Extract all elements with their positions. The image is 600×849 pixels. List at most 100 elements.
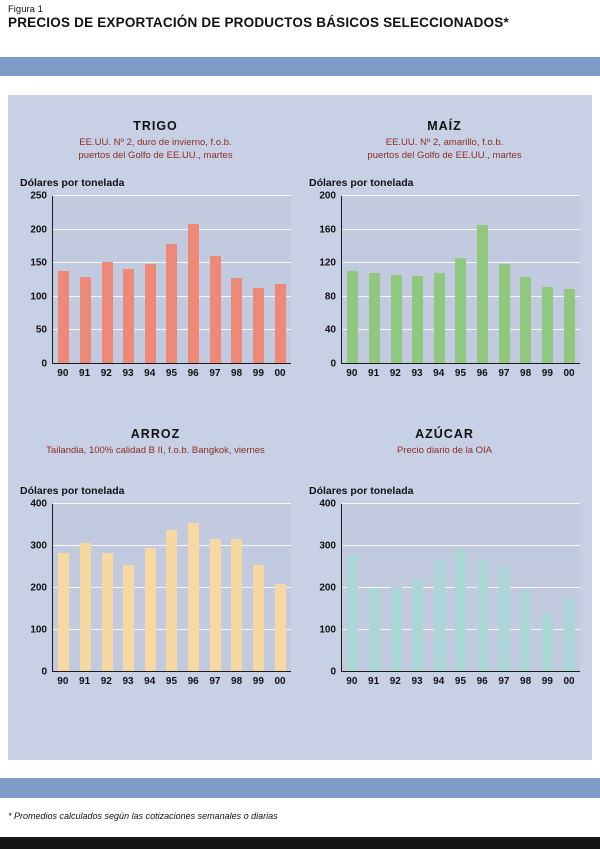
bars-group [53,504,291,671]
y-axis-ticks: 0 100 200 300 400 [20,499,52,678]
gridline [53,195,291,196]
x-tick-label: 99 [252,368,264,379]
plot-row: 0 40 80 120 160 200 [309,191,580,370]
bar-00 [274,584,286,671]
y-tick-label: 200 [319,190,336,202]
chart-subtitle: Precio diario de la OIA [396,445,493,456]
bar-92 [390,587,402,671]
bar-97 [209,539,221,671]
chart-title: MAÍZ [427,119,462,133]
bar-96 [477,225,489,363]
bar-98 [231,277,243,363]
x-tick-label: 92 [100,676,112,687]
x-tick-label: 98 [520,676,532,687]
page-title: PRECIOS DE EXPORTACIÓN DE PRODUCTOS BÁSI… [8,15,509,30]
y-tick-label: 250 [30,190,47,202]
bar-93 [123,268,135,363]
gridline [53,228,291,230]
gridline [342,545,580,546]
bar-99 [252,287,264,363]
x-tick-label: 93 [411,676,423,687]
bar-92 [390,274,402,363]
bar-95 [455,258,467,363]
y-tick-label: 0 [41,666,47,678]
gridline [53,503,291,504]
gridline [342,228,580,230]
x-tick-label: 94 [433,368,445,379]
y-tick-label: 200 [30,224,47,236]
x-axis-labels: 90 91 92 93 94 95 96 97 98 99 00 [341,368,580,379]
plot-area [341,195,580,364]
x-tick-label: 95 [165,368,178,379]
x-tick-label: 90 [57,368,69,379]
x-tick-label: 95 [454,676,467,687]
bar-91 [368,273,380,363]
bar-96 [188,523,200,671]
x-tick-label: 96 [476,676,488,687]
chart-trigo: TRIGO EE.UU. Nº 2, duro de invierno, f.o… [20,119,291,379]
bar-97 [498,566,510,671]
bar-94 [433,560,445,671]
x-tick-label: 99 [541,368,553,379]
y-tick-label: 100 [30,291,47,303]
y-axis-unit-label: Dólares por tonelada [20,177,125,189]
bar-93 [123,564,135,671]
plot-area [341,503,580,672]
chart-title: AZÚCAR [415,427,474,441]
bar-97 [498,263,510,363]
bar-90 [58,270,70,363]
bar-99 [252,565,264,671]
y-tick-label: 300 [319,540,336,552]
bar-90 [347,270,359,363]
x-tick-label: 00 [563,368,575,379]
y-tick-label: 200 [30,582,47,594]
x-tick-label: 93 [122,368,134,379]
chart-maiz: MAÍZ EE.UU. Nº 2, amarillo, f.o.b. puert… [309,119,580,379]
bar-99 [541,287,553,363]
gridline [342,503,580,504]
plot-area [52,195,291,364]
x-tick-label: 00 [274,676,286,687]
y-tick-label: 200 [319,582,336,594]
chart-azucar: AZÚCAR Precio diario de la OIA Dólares p… [309,427,580,687]
y-tick-label: 400 [319,498,336,510]
x-tick-label: 97 [498,676,510,687]
bar-90 [58,552,70,671]
bar-90 [347,554,359,671]
x-tick-label: 90 [346,676,358,687]
y-tick-label: 0 [330,358,336,370]
x-tick-label: 94 [144,368,156,379]
x-axis-labels: 90 91 92 93 94 95 96 97 98 99 00 [52,368,291,379]
y-tick-label: 120 [319,257,336,269]
x-tick-label: 90 [346,368,358,379]
chart-subtitle: EE.UU. Nº 2, amarillo, f.o.b. puertos de… [367,137,522,161]
bar-98 [520,589,532,671]
x-tick-label: 97 [209,676,221,687]
y-tick-label: 300 [30,540,47,552]
x-tick-label: 98 [231,368,243,379]
bars-group [342,196,580,363]
bar-00 [563,597,575,671]
x-tick-label: 99 [252,676,264,687]
bars-group [342,504,580,671]
bar-91 [368,588,380,671]
plot-row: 0 50 100 150 200 250 [20,191,291,370]
x-tick-label: 92 [389,368,401,379]
bar-96 [188,223,200,363]
y-tick-label: 80 [324,291,336,303]
x-tick-label: 93 [411,368,423,379]
bar-00 [563,289,575,363]
chart-subtitle: EE.UU. Nº 2, duro de invierno, f.o.b. pu… [78,137,233,161]
y-tick-label: 0 [41,358,47,370]
bar-00 [274,283,286,363]
bottom-band [0,778,600,798]
charts-panel: TRIGO EE.UU. Nº 2, duro de invierno, f.o… [8,95,592,760]
x-tick-label: 95 [454,368,467,379]
x-tick-label: 91 [368,676,380,687]
y-tick-label: 40 [324,324,336,336]
y-axis-ticks: 0 40 80 120 160 200 [309,191,341,370]
bar-98 [231,538,243,671]
bar-93 [412,578,424,671]
y-axis-unit-label: Dólares por tonelada [309,177,414,189]
bar-98 [520,277,532,363]
